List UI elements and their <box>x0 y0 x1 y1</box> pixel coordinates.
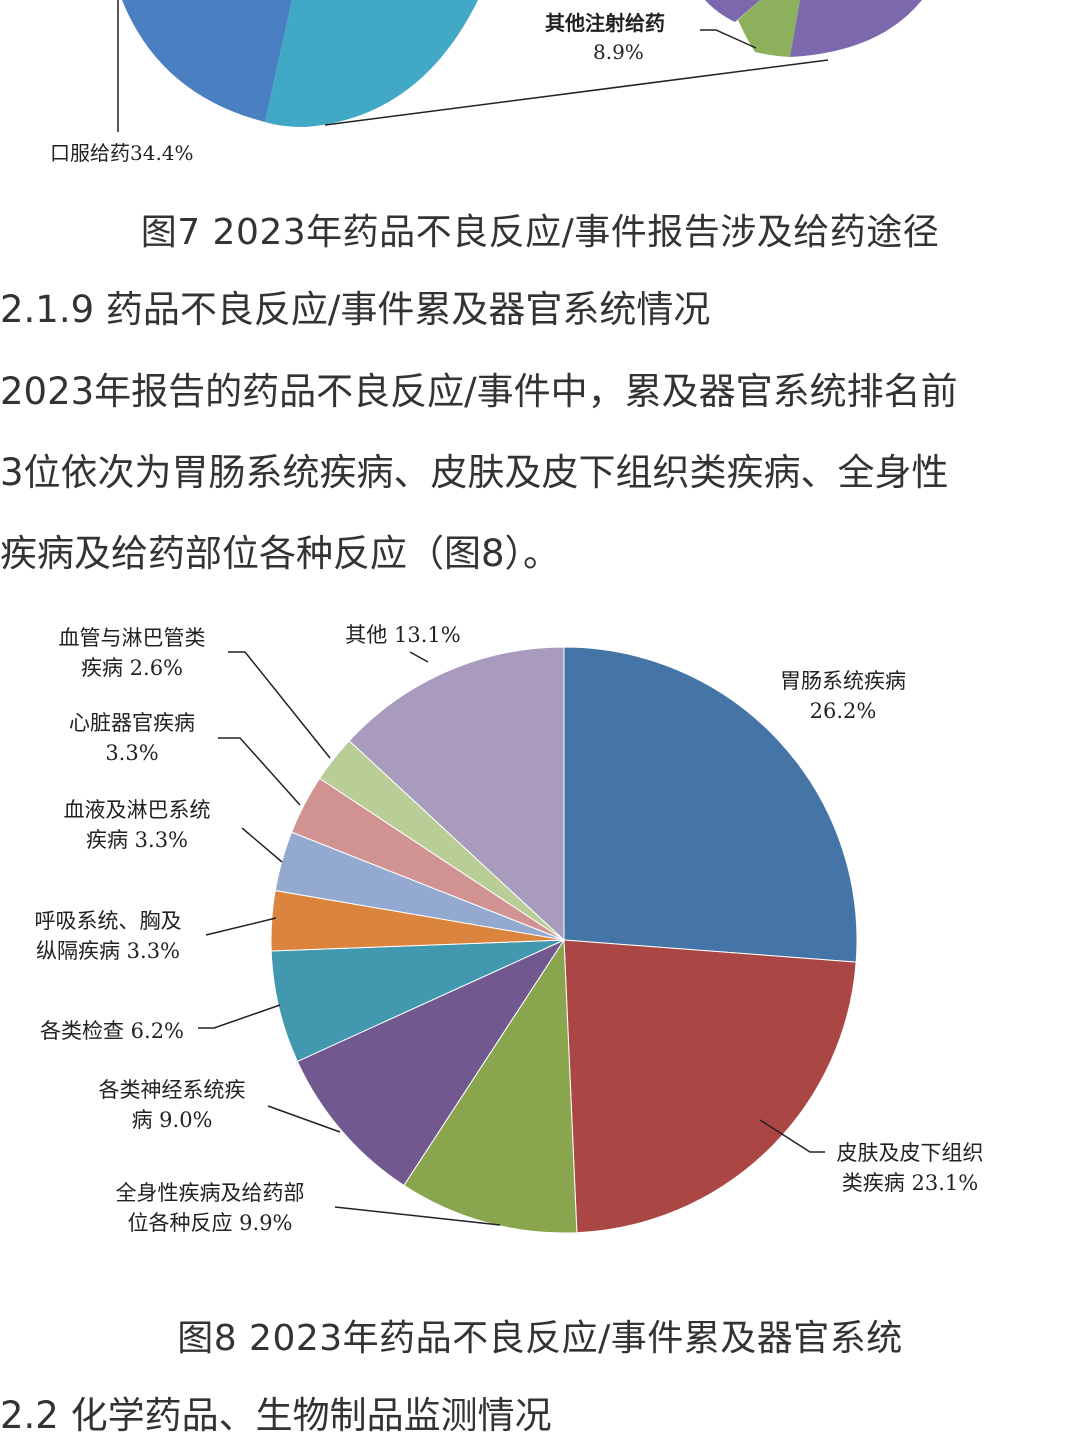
fig7-slice-teal <box>265 0 478 127</box>
slice-label-line: 纵隔疾病 3.3% <box>36 939 180 963</box>
section-219-paragraph: 2023年报告的药品不良反应/事件中，累及器官系统排名前 3位依次为胃肠系统疾病… <box>0 351 1080 594</box>
slice-label-line: 血管与淋巴管类 <box>59 626 206 650</box>
slice-label-line: 3.3% <box>105 741 158 765</box>
slice-label: 血液及淋巴系统疾病 3.3% <box>64 798 211 852</box>
slice-label-line: 病 9.0% <box>131 1108 212 1132</box>
slice-label: 皮肤及皮下组织类疾病 23.1% <box>837 1141 984 1195</box>
paragraph-line: 3位依次为胃肠系统疾病、皮肤及皮下组织类疾病、全身性 <box>0 451 949 494</box>
pie-slice <box>563 646 858 963</box>
pie-slice <box>563 939 857 1234</box>
paragraph-line: 疾病及给药部位各种反应（图8）。 <box>0 532 561 575</box>
slice-label-line: 类疾病 23.1% <box>842 1171 978 1195</box>
slice-label-line: 各类神经系统疾 <box>99 1078 246 1102</box>
fig7-slice-purple-left <box>705 0 760 22</box>
pie-slice <box>403 938 578 1234</box>
fig7-chart: 其他注射给药 8.9% 口服给药34.4% <box>50 0 922 165</box>
slice-label-line: 皮肤及皮下组织 <box>837 1141 984 1165</box>
slice-label-line: 各类检查 6.2% <box>40 1019 184 1043</box>
slice-label: 全身性疾病及给药部位各种反应 9.9% <box>116 1181 305 1235</box>
section-219-heading: 2.1.9 药品不良反应/事件累及器官系统情况 <box>0 288 711 331</box>
slice-label-line: 血液及淋巴系统 <box>64 798 211 822</box>
fig7-slice-oral <box>122 0 292 122</box>
slice-label: 心脏器官疾病 3.3% <box>69 711 195 765</box>
paragraph-line: 2023年报告的药品不良反应/事件中，累及器官系统排名前 <box>0 370 958 413</box>
slice-label-line: 26.2% <box>810 699 877 723</box>
fig8-pie-chart: 胃肠系统疾病 26.2% 皮肤及皮下组织类疾病 23.1% 全身性疾病及给药部位各种反… <box>35 623 984 1235</box>
pie-slice <box>296 938 566 1187</box>
slice-label: 各类神经系统疾病 9.0% <box>99 1078 246 1132</box>
slice-label-line: 疾病 2.6% <box>81 656 183 680</box>
leader-line <box>205 917 277 936</box>
fig7-caption: 图7 2023年药品不良反应/事件报告涉及给药途径 <box>140 212 940 253</box>
slice-label: 呼吸系统、胸及纵隔疾病 3.3% <box>35 909 182 963</box>
leader-line <box>334 1206 501 1226</box>
fig8-caption: 图8 2023年药品不良反应/事件累及器官系统 <box>177 1318 903 1359</box>
leader-line <box>198 1004 281 1029</box>
pie-slice <box>348 646 565 942</box>
leader-line <box>409 651 429 663</box>
leader-line <box>228 651 331 759</box>
slice-label-line: 位各种反应 9.9% <box>127 1211 292 1235</box>
leader-line <box>267 1105 341 1133</box>
fig7-slice-purple <box>790 0 922 57</box>
fig7-connector-other <box>700 29 757 49</box>
slice-label-line: 全身性疾病及给药部 <box>116 1181 305 1205</box>
slice-label-line: 胃肠系统疾病 <box>780 669 906 693</box>
fig7-connector-zoom <box>324 59 829 126</box>
fig7-label-other-injection: 其他注射给药 <box>545 11 665 35</box>
fig7-label-other-injection-pct: 8.9% <box>593 40 644 64</box>
fig7-label-oral: 口服给药34.4% <box>50 141 194 165</box>
leader-line <box>759 1119 825 1153</box>
leader-line <box>218 737 301 806</box>
slice-label: 胃肠系统疾病 26.2% <box>780 669 906 723</box>
slice-label: 各类检查 6.2% <box>40 1019 184 1043</box>
slice-label-line: 其他 13.1% <box>345 623 460 647</box>
slice-label: 血管与淋巴管类疾病 2.6% <box>59 626 206 680</box>
slice-label: 其他 13.1% <box>345 623 460 647</box>
leader-line <box>241 827 283 863</box>
fig7-slice-green <box>738 0 800 57</box>
pie-slice <box>270 939 565 1063</box>
slice-label-line: 疾病 3.3% <box>86 828 188 852</box>
slice-label-line: 呼吸系统、胸及 <box>35 909 182 933</box>
slice-label-line: 心脏器官疾病 <box>69 711 195 735</box>
section-22-heading: 2.2 化学药品、生物制品监测情况 <box>0 1394 552 1437</box>
